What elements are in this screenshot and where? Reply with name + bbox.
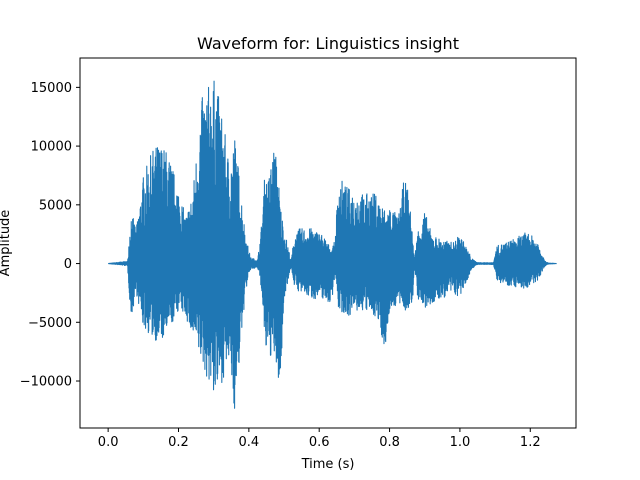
axes-frame — [79, 57, 577, 429]
x-tick-label: 1.2 — [520, 435, 541, 450]
x-tick-label: 0.8 — [379, 435, 400, 450]
y-tick-label: −10000 — [20, 375, 72, 390]
y-axis: −10000 −5000 0 5000 10000 15000 — [20, 81, 80, 390]
y-tick-label: 15000 — [31, 81, 72, 96]
x-tick-label: 0.2 — [168, 435, 189, 450]
y-axis-label: Amplitude — [0, 210, 13, 277]
x-axis-label: Time (s) — [301, 457, 355, 472]
x-tick-label: 0.6 — [309, 435, 330, 450]
y-tick-label: 0 — [64, 257, 72, 272]
x-tick-label: 1.0 — [450, 435, 471, 450]
x-axis: 0.0 0.2 0.4 0.6 0.8 1.0 1.2 — [98, 428, 541, 450]
y-tick-label: −5000 — [28, 316, 72, 331]
chart-title: Waveform for: Linguistics insight — [197, 34, 459, 53]
plot-area — [107, 80, 558, 409]
waveform-line — [107, 80, 558, 409]
y-tick-label: 5000 — [39, 198, 72, 213]
y-tick-label: 10000 — [31, 140, 72, 155]
x-tick-label: 0.4 — [239, 435, 260, 450]
x-tick-label: 0.0 — [98, 435, 119, 450]
